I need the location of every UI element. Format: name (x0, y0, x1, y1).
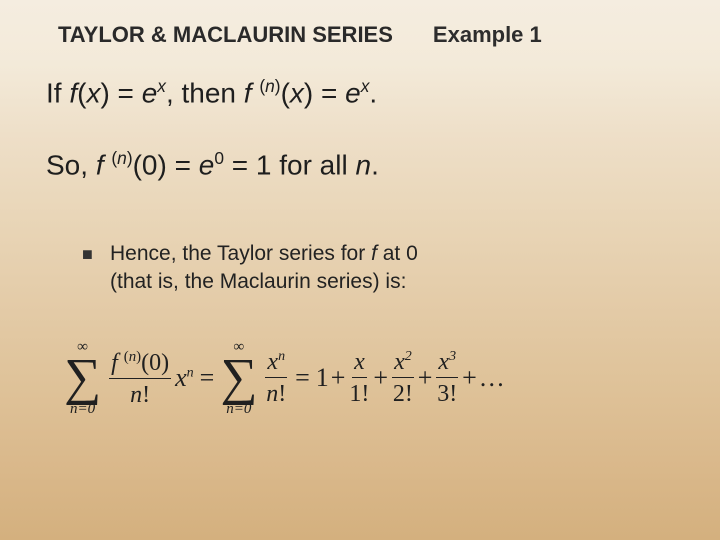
frac-x-over-1f: x 1! (349, 349, 369, 408)
plus-4: + (462, 363, 477, 393)
frac-x2-over-2f: x2 2! (392, 349, 414, 408)
sigma-1-lower: n=0 (70, 402, 95, 417)
equals-2: = (295, 363, 310, 393)
x-pow-n-1: xn (175, 363, 194, 393)
frac-fn0-over-nfact: f (n)(0) n! (109, 349, 171, 409)
bullet-block: ■ Hence, the Taylor series for f at 0(th… (110, 240, 620, 297)
body-line-2: So, f (n)(0) = e0 = 1 for all n. (46, 148, 379, 181)
frac1-num: f (n)(0) (109, 349, 171, 379)
term-1: 1 (316, 363, 329, 393)
maclaurin-formula: ∞ ∑ n=0 f (n)(0) n! xn = ∞ ∑ n=0 xn n! =… (64, 340, 690, 417)
sigma-2: ∞ ∑ n=0 (220, 340, 257, 417)
bullet-square-icon: ■ (82, 242, 93, 266)
frac2-den: n! (266, 378, 286, 407)
frac-x3-over-3f: x3 3! (436, 349, 458, 408)
frac3-num: x (352, 349, 367, 378)
bullet-text: Hence, the Taylor series for f at 0(that… (110, 242, 418, 293)
header-title: TAYLOR & MACLAURIN SERIES (58, 22, 393, 48)
sigma-1: ∞ ∑ n=0 (64, 340, 101, 417)
body-line-1: If f(x) = ex, then f (n)(x) = ex. (46, 76, 377, 109)
frac3-den: 1! (349, 378, 369, 407)
frac2-num: xn (265, 349, 287, 378)
frac4-num: x2 (392, 349, 414, 378)
frac5-num: x3 (436, 349, 458, 378)
frac4-den: 2! (393, 378, 413, 407)
frac-xn-over-nfact: xn n! (265, 349, 287, 408)
header-example-label: Example 1 (433, 22, 542, 48)
plus-2: + (373, 363, 388, 393)
plus-3: + (418, 363, 433, 393)
sigma-symbol-icon: ∑ (220, 355, 257, 402)
equals-1: = (200, 363, 215, 393)
sigma-symbol-icon: ∑ (64, 355, 101, 402)
frac1-den: n! (130, 379, 150, 408)
plus-1: + (331, 363, 346, 393)
header-bar: TAYLOR & MACLAURIN SERIES Example 1 (0, 22, 720, 48)
ellipsis: … (479, 363, 505, 393)
frac5-den: 3! (437, 378, 457, 407)
sigma-2-lower: n=0 (226, 402, 251, 417)
